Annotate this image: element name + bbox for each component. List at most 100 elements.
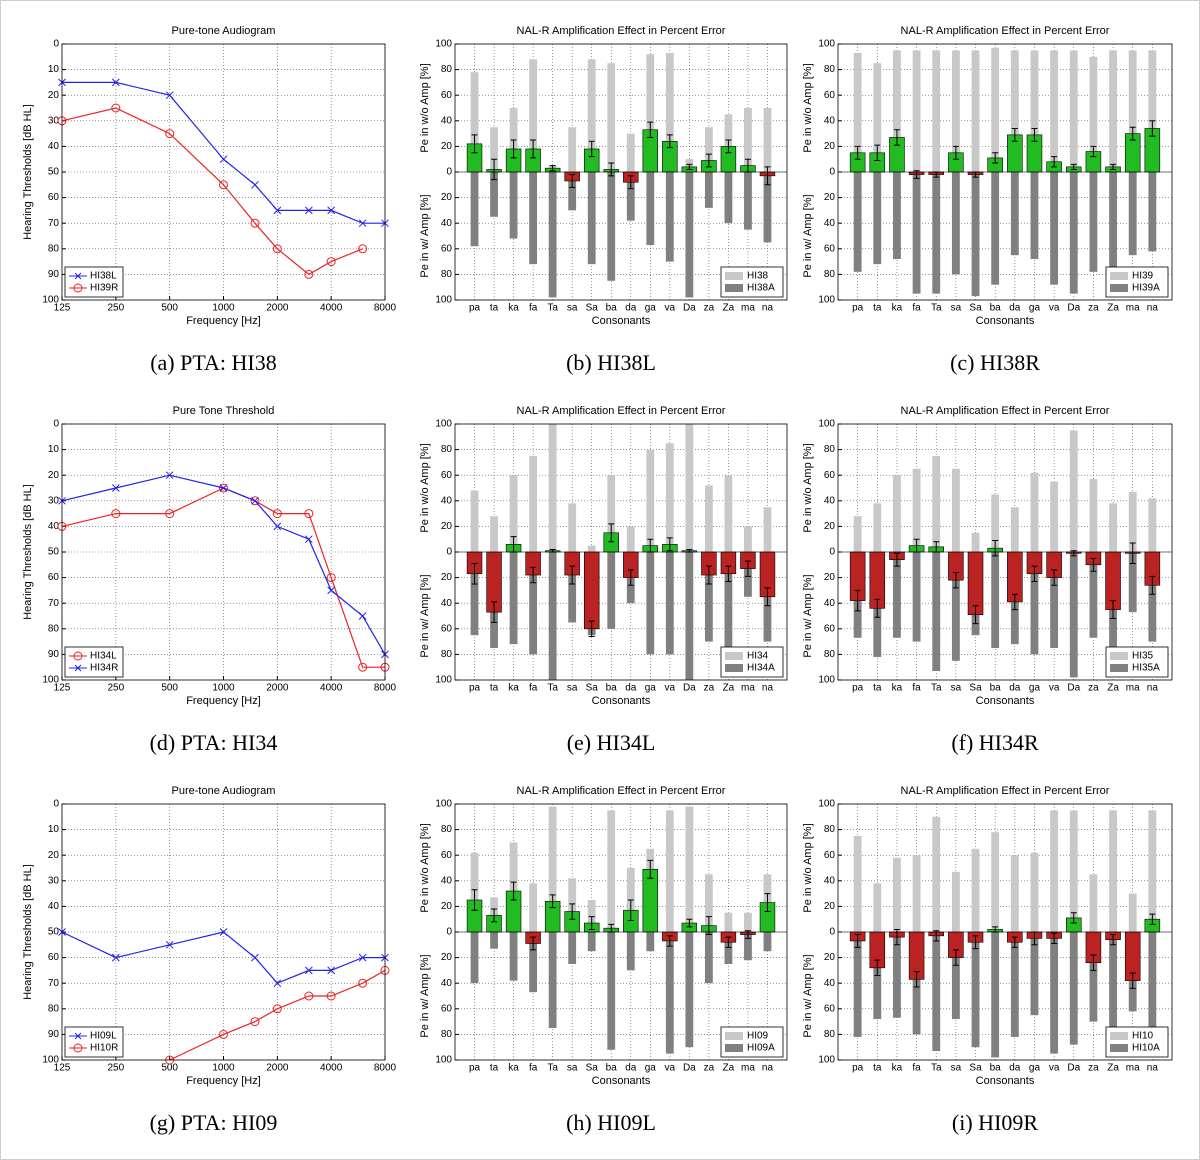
y-tick-label: 20 <box>441 141 453 152</box>
marker <box>219 928 228 936</box>
y-tick-label: 20 <box>441 192 453 203</box>
bar <box>607 172 616 281</box>
y-axis-label: Hearing Thresholds [dB HL] <box>22 104 34 240</box>
bar <box>1030 472 1039 552</box>
bar <box>1069 430 1078 552</box>
legend-swatch <box>725 1044 743 1052</box>
bar <box>509 932 518 981</box>
y-tick-label: 30 <box>48 115 60 126</box>
chart-title: NAL-R Amplification Effect in Percent Er… <box>517 785 726 797</box>
bar <box>1069 50 1078 172</box>
marker <box>272 509 282 519</box>
bar <box>853 932 862 1037</box>
error-bar <box>549 894 556 909</box>
x-tick-label: pa <box>469 683 481 694</box>
bar <box>1010 855 1019 932</box>
marker <box>304 991 314 1001</box>
error-bar <box>1129 126 1136 141</box>
error-bar <box>1051 156 1058 168</box>
bar <box>626 932 635 971</box>
x-tick-label: ba <box>990 1063 1002 1074</box>
x-tick-label: Da <box>683 303 696 314</box>
x-tick-label: ma <box>1126 1063 1140 1074</box>
legend-label: HI39 <box>1132 271 1154 282</box>
chart-title: Pure-tone Audiogram <box>172 785 276 797</box>
y-tick-label: 60 <box>824 623 836 634</box>
y-tick-label: 60 <box>824 243 836 254</box>
x-tick-label: Za <box>1107 303 1119 314</box>
x-tick-label: ga <box>645 683 657 694</box>
x-tick-label: ba <box>606 683 618 694</box>
x-tick-label: na <box>762 1063 774 1074</box>
legend-swatch <box>1110 664 1128 672</box>
axes-box <box>61 803 386 1061</box>
x-tick-label: ta <box>490 683 499 694</box>
error-bar <box>1149 575 1156 595</box>
legend-label: HI39R <box>90 283 118 294</box>
bar <box>1148 498 1157 552</box>
bar <box>587 172 596 265</box>
x-tick-label: 1000 <box>212 1063 235 1074</box>
bar <box>744 932 752 961</box>
legend-label: HI34L <box>90 651 117 662</box>
legend-label: HI09A <box>747 1043 775 1054</box>
marker <box>251 953 259 962</box>
error-bar <box>647 859 654 879</box>
bar <box>509 475 518 552</box>
y-axis-label: Pe in w/ Amp [%] <box>802 954 814 1037</box>
error-bar <box>992 152 999 164</box>
y-tick-label: 60 <box>441 850 453 861</box>
legend-label: HI38A <box>747 283 775 294</box>
bar <box>490 516 498 552</box>
y-tick-label: 60 <box>441 90 453 101</box>
x-tick-label: 4000 <box>320 1063 343 1074</box>
error-bar <box>549 165 556 172</box>
marker <box>219 155 228 164</box>
marker <box>327 586 336 595</box>
x-tick-label: va <box>1049 683 1060 694</box>
x-tick-label: Da <box>1067 1063 1080 1074</box>
error-bar <box>725 936 732 948</box>
error-bar <box>666 935 673 947</box>
x-tick-label: ga <box>645 1063 657 1074</box>
error-bar <box>874 144 881 161</box>
x-tick-label: pa <box>852 303 864 314</box>
y-tick-label: 0 <box>53 39 59 50</box>
legend-swatch <box>725 1032 743 1040</box>
y-tick-label: 20 <box>48 470 60 481</box>
x-tick-label: sa <box>951 683 962 694</box>
marker <box>358 244 368 254</box>
series-line <box>61 474 386 655</box>
y-tick-label: 0 <box>829 547 835 558</box>
bar <box>607 475 616 552</box>
y-tick-label: 80 <box>48 623 60 634</box>
marker <box>165 471 174 480</box>
legend-swatch <box>725 272 743 280</box>
x-tick-label: 4000 <box>320 303 343 314</box>
y-tick-label: 100 <box>818 799 835 810</box>
x-tick-label: ka <box>508 303 519 314</box>
error-bar <box>1090 954 1097 971</box>
bar <box>912 172 921 294</box>
x-tick-label: 500 <box>161 303 178 314</box>
y-tick-label: 100 <box>42 1055 59 1066</box>
bar <box>873 172 882 265</box>
x-tick-label: Sa <box>969 303 982 314</box>
x-tick-label: na <box>762 303 774 314</box>
bar <box>893 857 901 932</box>
error-bar <box>1149 913 1156 925</box>
bar <box>607 810 616 932</box>
x-axis-label: Consonants <box>592 315 651 327</box>
chart-title: NAL-R Amplification Effect in Percent Er… <box>901 785 1110 797</box>
legend-label: HI35A <box>1132 663 1160 674</box>
x-tick-label: ga <box>1029 683 1041 694</box>
x-tick-label: 8000 <box>374 683 397 694</box>
x-tick-label: 250 <box>107 683 124 694</box>
bar <box>685 172 694 298</box>
series-line <box>169 969 386 1061</box>
x-tick-label: za <box>704 683 715 694</box>
marker <box>358 953 367 962</box>
y-tick-label: 0 <box>446 167 452 178</box>
y-tick-label: 80 <box>824 1029 836 1040</box>
bar <box>932 816 941 932</box>
